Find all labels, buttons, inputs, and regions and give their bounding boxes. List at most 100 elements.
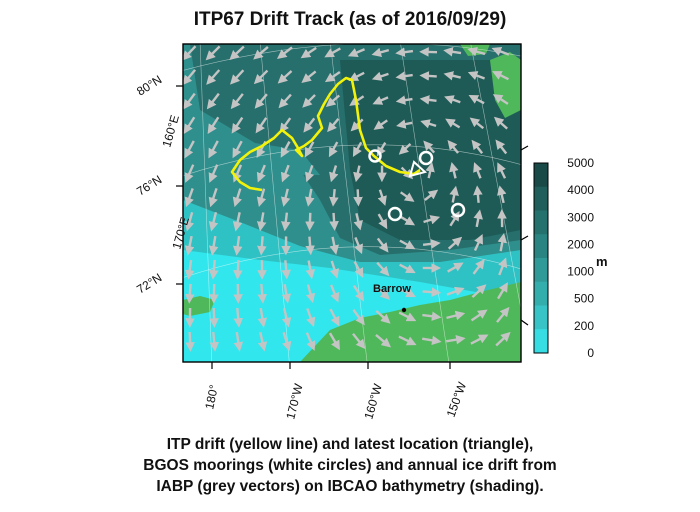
ice-drift-vector: [257, 236, 267, 256]
ice-drift-vector: [446, 286, 465, 296]
ice-drift-vector: [497, 162, 507, 179]
colorbar-segment: [534, 234, 548, 259]
ice-drift-vector: [325, 94, 341, 108]
ice-drift-vector: [423, 215, 441, 225]
ice-drift-vector: [184, 140, 195, 159]
ice-drift-vector: [232, 235, 243, 256]
ice-drift-vector: [281, 307, 292, 328]
ice-drift-vector: [257, 307, 268, 328]
ice-drift-vector: [372, 95, 389, 105]
ice-drift-vector: [467, 46, 486, 57]
ice-drift-vector: [492, 71, 509, 81]
ice-drift-vector: [301, 70, 317, 83]
ice-drift-vector: [206, 92, 220, 110]
ice-drift-vector: [324, 47, 341, 58]
ice-drift-vector: [377, 213, 388, 230]
ice-drift-vector: [349, 95, 365, 106]
colorbar-segment: [534, 329, 548, 354]
caption-line-2: BGOS moorings (white circles) and annual…: [143, 457, 557, 474]
ice-drift-vector: [253, 69, 269, 85]
ice-drift-vector: [495, 139, 508, 155]
ice-drift-vector: [328, 332, 340, 351]
ice-drift-vector: [423, 140, 436, 154]
lon-label-180: 180°: [202, 383, 221, 410]
ice-drift-vector: [208, 235, 219, 256]
ice-drift-vector: [443, 47, 462, 57]
ice-drift-vector: [422, 287, 442, 297]
ice-drift-vector: [395, 47, 414, 57]
ice-drift-vector: [353, 189, 363, 207]
map-frame: [182, 43, 522, 363]
ice-drift-vector: [184, 188, 194, 208]
ice-drift-vector: [209, 331, 219, 352]
ice-drift-vector: [398, 335, 417, 346]
mooring-a: [368, 149, 382, 163]
ice-drift-vector: [208, 211, 219, 232]
ice-drift-vector: [329, 284, 340, 303]
ice-drift-vector: [255, 117, 268, 134]
ice-drift-vector: [185, 331, 195, 352]
ice-drift-vector: [449, 185, 459, 203]
ice-drift-vector: [329, 212, 339, 231]
ice-drift-vector: [447, 262, 464, 273]
ice-drift-vector: [183, 69, 197, 86]
ice-drift-vector: [419, 95, 437, 105]
colorbar-tick-label: 5000: [567, 156, 594, 170]
lon-label-160e: 160°E: [159, 113, 182, 148]
ice-drift-vector: [280, 164, 290, 183]
ice-drift-vector: [377, 189, 387, 206]
colorbar-segment: [534, 210, 548, 235]
map-title: ITP67 Drift Track (as of 2016/09/29): [193, 9, 507, 30]
ice-drift-vector: [230, 69, 245, 85]
ice-drift-vector: [419, 71, 437, 81]
ice-drift-vector: [348, 71, 365, 81]
ice-drift-vector: [398, 143, 412, 155]
ice-drift-vector: [424, 189, 439, 201]
ice-drift-vector: [303, 117, 316, 133]
ice-drift-vector: [496, 306, 510, 323]
ice-drift-vector: [443, 71, 461, 81]
ice-drift-vector: [447, 140, 459, 154]
ice-drift-vector: [306, 308, 316, 328]
ice-drift-vector: [302, 94, 316, 108]
ice-drift-vector: [422, 311, 442, 322]
ice-drift-vector: [493, 116, 508, 130]
ice-drift-vector: [347, 48, 366, 57]
ice-drift-vector: [184, 164, 195, 183]
ice-drift-vector: [395, 95, 413, 105]
ice-drift-vector: [184, 259, 195, 280]
frame-ticks: [176, 85, 529, 369]
ice-drift-vector: [305, 284, 316, 304]
ice-drift-vector: [256, 164, 266, 183]
ice-drift-vector: [495, 331, 511, 347]
ice-drift-vector: [205, 45, 221, 61]
ice-drift-vector: [471, 139, 484, 155]
ice-drift-vector: [257, 283, 267, 304]
ice-drift-vector: [467, 71, 485, 81]
ice-drift-vector: [208, 164, 219, 183]
ice-drift-vector: [305, 164, 315, 183]
ice-drift-vector: [232, 188, 242, 208]
ice-drift-vector: [492, 94, 509, 105]
ice-drift-vector: [491, 46, 510, 56]
ice-drift-vector: [305, 332, 316, 351]
ice-drift-vector: [257, 331, 268, 352]
ice-drift-vector: [304, 141, 315, 158]
ice-drift-vector: [371, 47, 390, 57]
ice-drift-vector: [371, 71, 389, 81]
ice-drift-vector: [231, 116, 244, 134]
ice-drift-vector: [329, 236, 339, 255]
ice-drift-vector: [471, 284, 487, 299]
ice-drift-vector: [376, 237, 389, 253]
ice-drift-vector: [399, 215, 416, 226]
mooring-c: [387, 206, 403, 222]
ice-drift-vector: [324, 71, 341, 83]
ice-drift-vector: [444, 95, 461, 105]
ice-drift-vector: [373, 119, 388, 130]
ice-drift-vector: [229, 45, 245, 61]
colorbar-tick-label: 3000: [567, 210, 594, 224]
ice-drift-vector: [233, 259, 243, 280]
barrow-marker: [401, 307, 407, 313]
ice-drift-vector: [232, 140, 243, 159]
ice-drift-vector: [209, 307, 219, 328]
